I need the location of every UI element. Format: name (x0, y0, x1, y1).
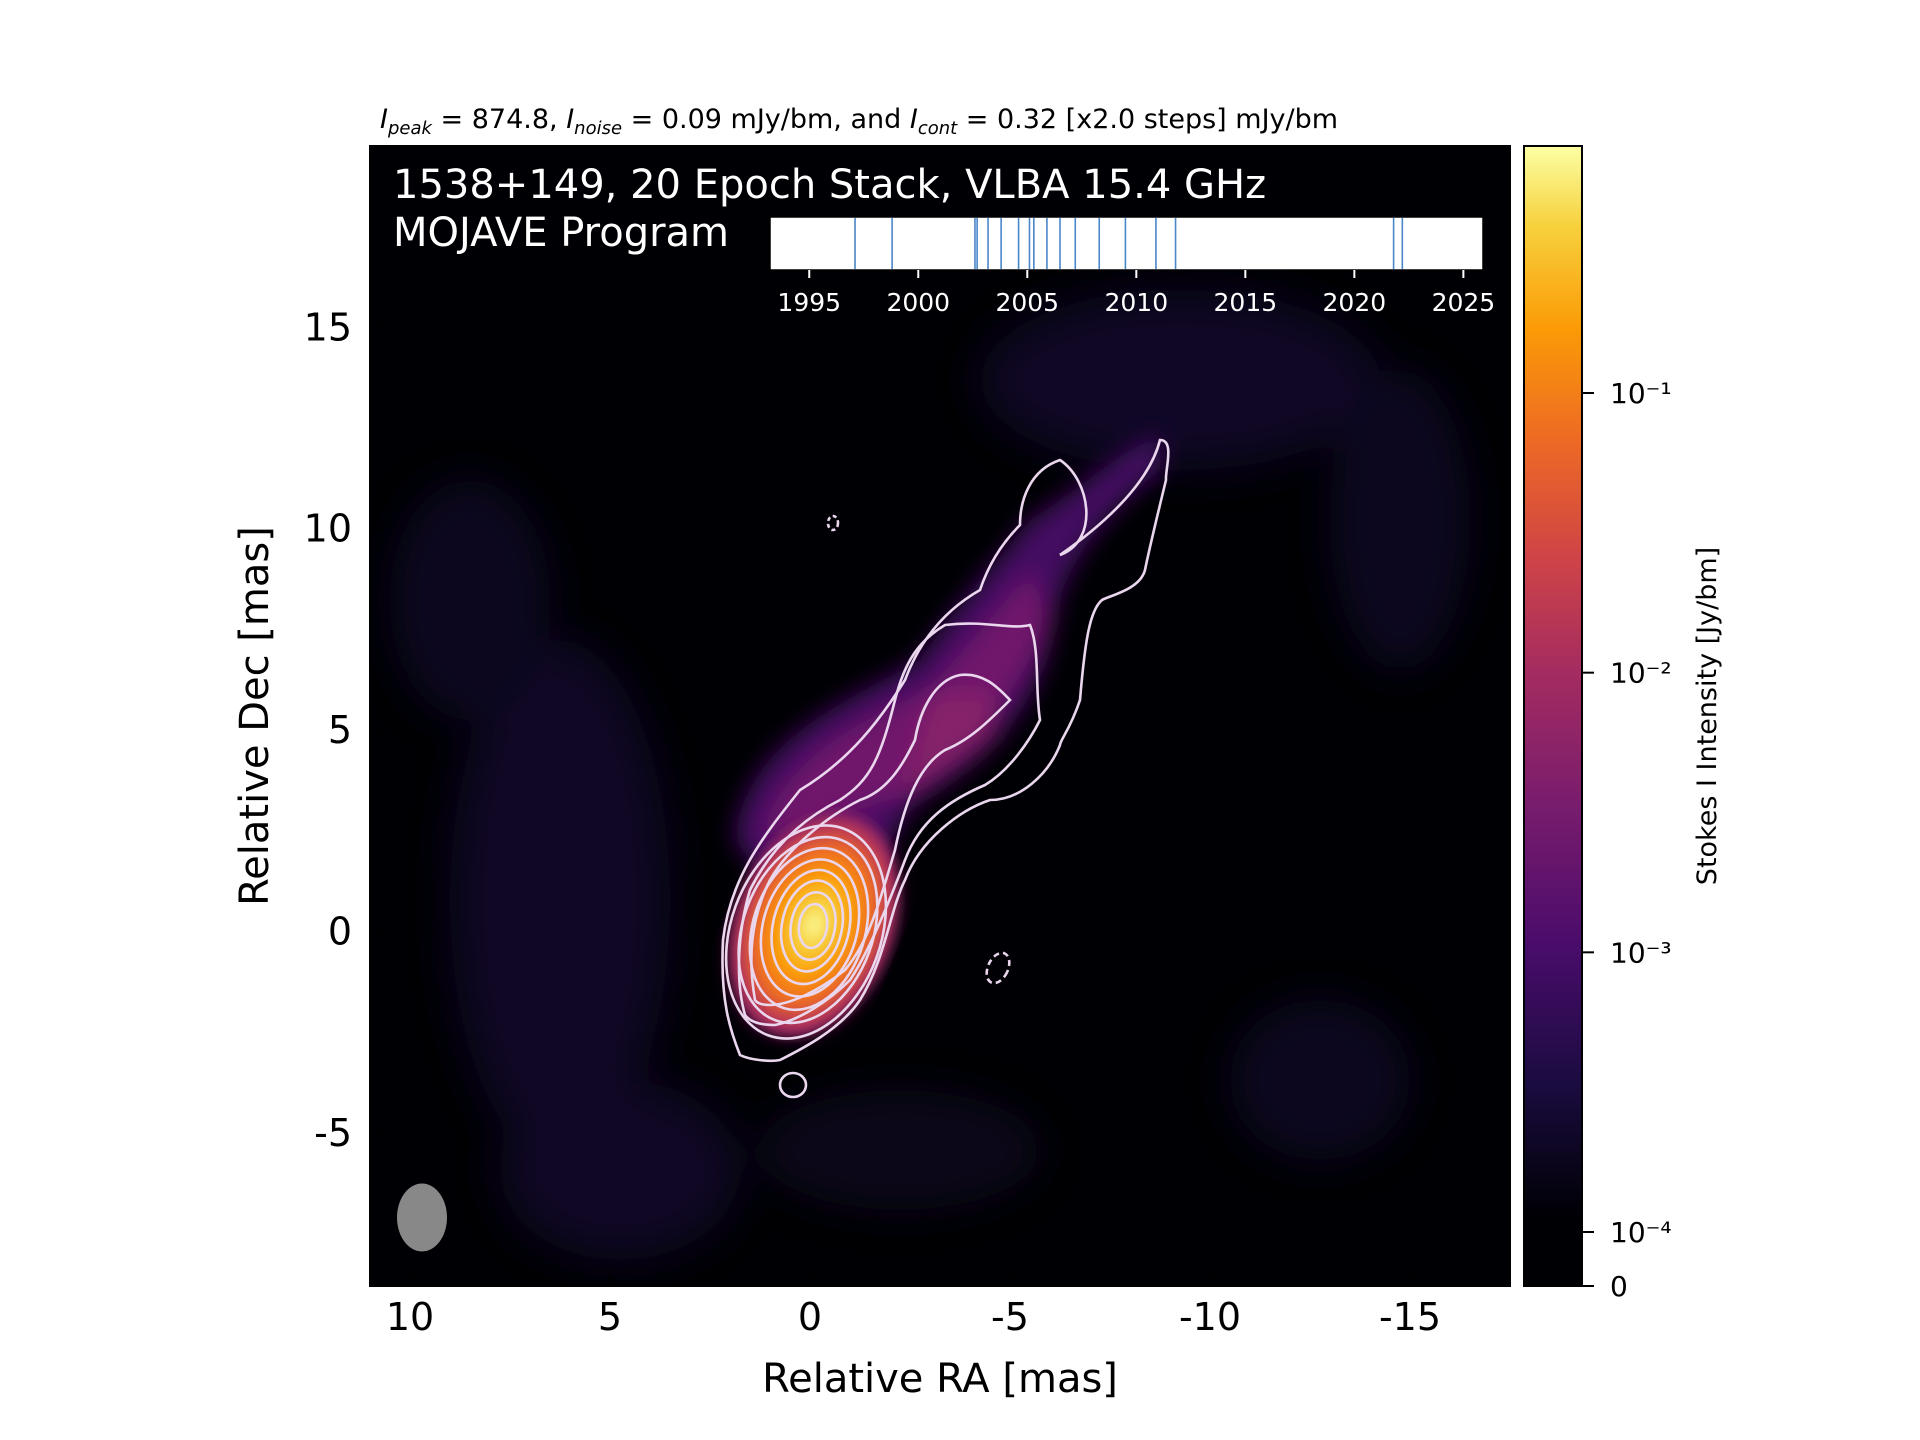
contour-4 (724, 824, 888, 1040)
y-tick-label-4: -5 (314, 1111, 352, 1155)
x-tick-label-2: 0 (798, 1295, 822, 1339)
contour-blob (778, 1071, 808, 1099)
intensity-summary: Ipeak = 874.8, Inoise = 0.09 mJy/bm, and… (380, 104, 1338, 139)
program-label: MOJAVE Program (393, 210, 729, 256)
colorbar-tick-label-3: 10⁻⁴ (1610, 1216, 1672, 1249)
x-tick-label-4: -10 (1179, 1295, 1241, 1339)
y-axis-ticks: 15 10 5 0 -5 (304, 305, 382, 1155)
colorbar-tick-label-0: 10⁻¹ (1610, 377, 1672, 410)
beam-ellipse (397, 1183, 447, 1252)
cont-symbol: I (910, 104, 918, 135)
timeline-tick-label-1: 2000 (886, 288, 950, 317)
map-frame (369, 145, 1511, 1287)
y-tick-label-3: 0 (328, 910, 352, 954)
cont-value-text: = 0.32 [x2.0 steps] mJy/bm (957, 104, 1338, 135)
timeline-ticks: 1995 2000 2005 2010 2015 2020 2025 (777, 270, 1495, 317)
peak-value-text: = 874.8, (432, 104, 566, 135)
cont-subscript: cont (918, 118, 958, 139)
contour-1 (721, 438, 1170, 1063)
colorbar-label: Stokes I Intensity [Jy/bm] (1692, 547, 1723, 885)
contour-11 (797, 902, 829, 950)
y-axis-label: Relative Dec [mas] (232, 526, 278, 906)
x-axis-ticks: 10 5 0 -5 -10 -15 (386, 1274, 1441, 1339)
timeline-tick-label-4: 2015 (1214, 288, 1278, 317)
contour-6 (748, 846, 870, 1012)
y-tick-label-0: 15 (304, 305, 352, 349)
timeline-tick-label-5: 2020 (1323, 288, 1387, 317)
timeline-tick-label-0: 1995 (777, 288, 841, 317)
contour-negative (985, 951, 1011, 985)
x-axis-label: Relative RA [mas] (762, 1356, 1118, 1402)
colorbar-ticks: 10⁻¹ 10⁻² 10⁻³ 10⁻⁴ 0 (1582, 377, 1672, 1303)
x-tick-label-5: -15 (1379, 1295, 1441, 1339)
contour-set (721, 438, 1170, 1099)
contour-negative-small (826, 514, 840, 532)
y-tick-label-1: 10 (304, 507, 352, 551)
noise-value-text: = 0.09 mJy/bm, and (622, 104, 910, 135)
x-tick-label-3: -5 (991, 1295, 1029, 1339)
contour-8 (770, 868, 852, 986)
timeline-box (769, 216, 1484, 271)
timeline-tick-label-2: 2005 (995, 288, 1059, 317)
epoch-lines (854, 218, 1404, 269)
timeline-tick-label-6: 2025 (1432, 288, 1496, 317)
peak-subscript: peak (387, 118, 434, 139)
contour-7 (759, 858, 861, 998)
peak-symbol: I (380, 104, 388, 135)
colorbar-gradient (1523, 145, 1583, 1287)
y-tick-label-2: 5 (328, 708, 352, 752)
noise-haze (390, 290, 1470, 1260)
contour-2 (737, 622, 1042, 1027)
noise-subscript: noise (574, 118, 622, 139)
x-tick-label-1: 5 (598, 1295, 622, 1339)
colorbar-tick-label-2: 10⁻³ (1610, 936, 1672, 969)
timeline-tick-label-3: 2010 (1104, 288, 1168, 317)
colorbar-tick-label-1: 10⁻² (1610, 657, 1672, 690)
map-title: 1538+149, 20 Epoch Stack, VLBA 15.4 GHz (393, 162, 1266, 208)
noise-symbol: I (566, 104, 574, 135)
epoch-timeline: 1995 2000 2005 2010 2015 2020 2025 (769, 216, 1495, 317)
intensity-map (370, 146, 1510, 1286)
x-tick-label-0: 10 (386, 1295, 434, 1339)
contour-9 (779, 879, 845, 973)
contour-10 (789, 890, 837, 962)
colorbar: 10⁻¹ 10⁻² 10⁻³ 10⁻⁴ 0 Stokes I Intensity [Jy… (1523, 145, 1723, 1303)
contour-5 (737, 835, 879, 1025)
colorbar-tick-label-4: 0 (1610, 1270, 1628, 1303)
